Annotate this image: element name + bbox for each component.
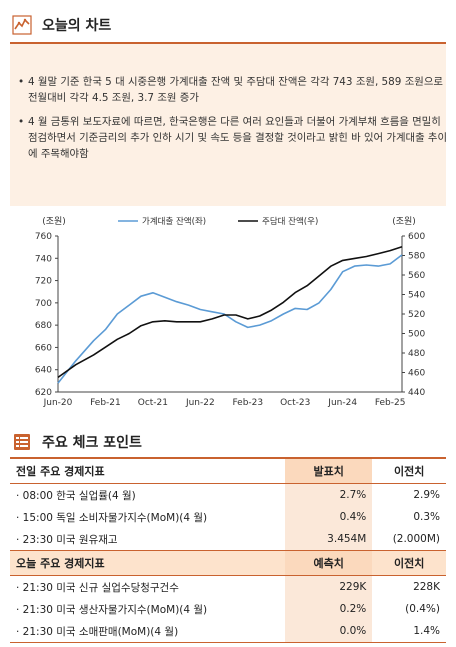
summary-bullet: • 4 월말 기준 한국 5 대 시중은행 가계대출 잔액 및 주담대 잔액은 …	[18, 76, 443, 104]
table-header-cell: 예측치	[285, 550, 373, 576]
x-tick-label: Jun-24	[327, 398, 357, 408]
table-header-row: 전일 주요 경제지표 발표치 이전치	[10, 458, 446, 484]
right-tick-label: 560	[408, 271, 425, 281]
summary-bullet-text: 4 월 금통위 보도자료에 따르면, 한국은행은 다른 여러 요인들과 더불어 …	[28, 116, 448, 160]
right-tick-label: 460	[408, 369, 425, 379]
household-loan-line	[57, 254, 403, 384]
left-tick-label: 720	[35, 277, 52, 287]
left-tick-label: 740	[35, 254, 52, 264]
table-row: · 23:30 미국 원유재고 3.454M (2.000M)	[10, 528, 446, 551]
x-tick-label: Feb-21	[90, 398, 121, 408]
indicator-value: 0.2%	[285, 598, 373, 620]
right-tick-label: 540	[408, 291, 425, 301]
indicator-value: 229K	[285, 575, 373, 598]
right-tick-label: 500	[408, 330, 425, 340]
x-tick-label: Jun-22	[185, 398, 215, 408]
indicator-previous: (0.4%)	[405, 603, 440, 615]
indicator-value: 2.7%	[285, 483, 373, 506]
indicator-previous: 1.4%	[372, 620, 446, 643]
left-tick-label: 700	[35, 299, 52, 309]
indicator-value: 0.4%	[285, 506, 373, 528]
summary-bullet-text: 4 월말 기준 한국 5 대 시중은행 가계대출 잔액 및 주담대 잔액은 각각…	[28, 76, 443, 104]
table-header-cell: 이전치	[372, 458, 446, 484]
summary-bullet: • 4 월 금통위 보도자료에 따르면, 한국은행은 다른 여러 요인들과 더불…	[18, 116, 448, 160]
left-unit-label: (조원)	[42, 216, 66, 227]
x-tick-label: Oct-23	[280, 398, 310, 408]
x-tick-label: Jun-20	[43, 398, 73, 408]
table-row: · 21:30 미국 소매판매(MoM)(4 월) 0.0% 1.4%	[10, 620, 446, 643]
left-tick-label: 760	[35, 232, 52, 242]
table-header-cell: 오늘 주요 경제지표	[10, 550, 286, 576]
checkpoint-section-header: 주요 체크 포인트	[0, 425, 456, 459]
table-row: · 21:30 미국 신규 실업수당청구건수 229K 228K	[10, 575, 446, 598]
table-row: · 15:00 독일 소비자물가지수(MoM)(4 월) 0.4% 0.3%	[10, 506, 446, 528]
table-row: · 08:00 한국 실업률(4 월) 2.7% 2.9%	[10, 483, 446, 506]
left-tick-label: 640	[35, 366, 52, 376]
indicator-value: 0.0%	[285, 620, 373, 643]
right-tick-label: 600	[408, 232, 425, 242]
section-title: 주요 체크 포인트	[42, 435, 142, 451]
left-tick-label: 680	[35, 321, 52, 331]
x-tick-label: Feb-25	[375, 398, 406, 408]
table-header-cell: 전일 주요 경제지표	[10, 458, 286, 484]
indicator-table: 전일 주요 경제지표 발표치 이전치 · 08:00 한국 실업률(4 월) 2…	[10, 458, 446, 643]
indicator-value: 3.454M	[285, 528, 373, 551]
legend-label: 주담대 잔액(우)	[262, 216, 318, 227]
section-divider	[10, 42, 446, 44]
chart-section-header: 오늘의 차트	[0, 8, 456, 42]
x-tick-label: Feb-23	[232, 398, 263, 408]
table-header-row: 오늘 주요 경제지표 예측치 이전치	[10, 550, 446, 576]
checklist-icon	[14, 434, 30, 450]
legend-label: 가계대출 잔액(좌)	[142, 216, 206, 227]
mortgage-loan-line	[57, 245, 403, 379]
right-tick-label: 440	[408, 388, 425, 398]
x-tick-label: Oct-21	[138, 398, 168, 408]
left-tick-label: 660	[35, 343, 52, 353]
right-tick-label: 480	[408, 349, 425, 359]
indicator-previous: 2.9%	[413, 489, 440, 501]
indicator-label: · 15:00 독일 소비자물가지수(MoM)(4 월)	[16, 511, 208, 524]
indicator-previous: 0.3%	[413, 511, 440, 523]
right-tick-label: 580	[408, 252, 425, 262]
chart-svg: 620 640 660 680 700 720 740 760 440 460 480 500 520 5…	[35, 216, 426, 408]
summary-box: • 4 월말 기준 한국 5 대 시중은행 가계대출 잔액 및 주담대 잔액은 …	[10, 44, 448, 206]
section-title: 오늘의 차트	[42, 18, 112, 34]
indicator-label: · 21:30 미국 생산자물가지수(MoM)(4 월)	[16, 603, 208, 616]
indicator-label: · 21:30 미국 신규 실업수당청구건수	[16, 581, 179, 594]
indicator-label: · 21:30 미국 소매판매(MoM)(4 월)	[10, 620, 286, 643]
loan-balance-chart: 620 640 660 680 700 720 740 760 440 460 480 500 520 5…	[10, 210, 446, 415]
table-row: · 21:30 미국 생산자물가지수(MoM)(4 월) 0.2% (0.4%)	[10, 598, 446, 620]
table-header-cell: 발표치	[285, 458, 373, 484]
indicator-label: · 08:00 한국 실업률(4 월)	[16, 489, 136, 502]
line-chart-icon	[12, 15, 32, 35]
right-unit-label: (조원)	[392, 216, 416, 227]
indicator-previous: (2.000M)	[392, 533, 440, 545]
indicator-label: · 23:30 미국 원유재고	[16, 533, 118, 546]
left-tick-label: 620	[35, 388, 52, 398]
right-tick-label: 520	[408, 310, 425, 320]
table-header-cell: 이전치	[372, 550, 446, 576]
indicator-previous: 228K	[413, 581, 440, 593]
